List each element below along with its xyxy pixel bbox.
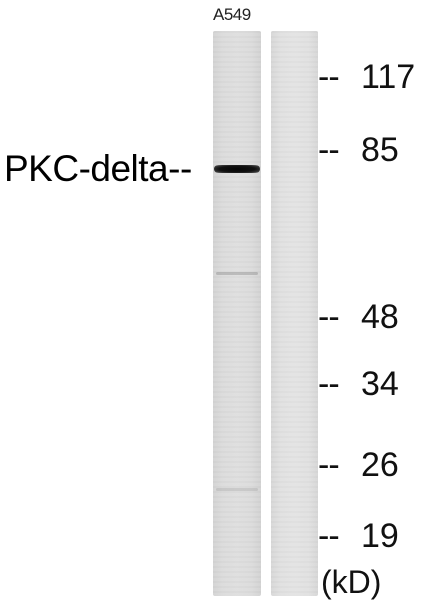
pkc-delta-band xyxy=(214,165,260,173)
marker-value: 34 xyxy=(361,365,399,403)
marker-26: -- 26 xyxy=(318,447,399,483)
marker-48: -- 48 xyxy=(318,299,399,335)
marker-value: 26 xyxy=(361,446,399,484)
target-label: PKC-delta-- xyxy=(4,148,192,189)
lane-texture xyxy=(213,31,261,596)
marker-dash: -- xyxy=(318,517,340,555)
lane-control xyxy=(271,31,318,596)
sample-label: A549 xyxy=(213,5,251,24)
unit-label: (kD) xyxy=(321,564,382,600)
marker-85: -- 85 xyxy=(318,132,399,168)
marker-dash: -- xyxy=(318,58,340,96)
marker-19: -- 19 xyxy=(318,518,399,554)
marker-dash: -- xyxy=(318,131,340,169)
marker-117: -- 117 xyxy=(318,59,415,95)
marker-dash: -- xyxy=(318,298,340,336)
faint-band xyxy=(216,488,258,491)
marker-value: 85 xyxy=(361,131,399,169)
lane-texture xyxy=(271,31,318,596)
faint-band xyxy=(216,272,258,275)
lane-a549 xyxy=(213,31,261,596)
marker-34: -- 34 xyxy=(318,366,399,402)
marker-value: 48 xyxy=(361,298,399,336)
marker-value: 19 xyxy=(361,517,399,555)
marker-dash: -- xyxy=(318,446,340,484)
marker-dash: -- xyxy=(318,365,340,403)
marker-value: 117 xyxy=(361,58,416,96)
